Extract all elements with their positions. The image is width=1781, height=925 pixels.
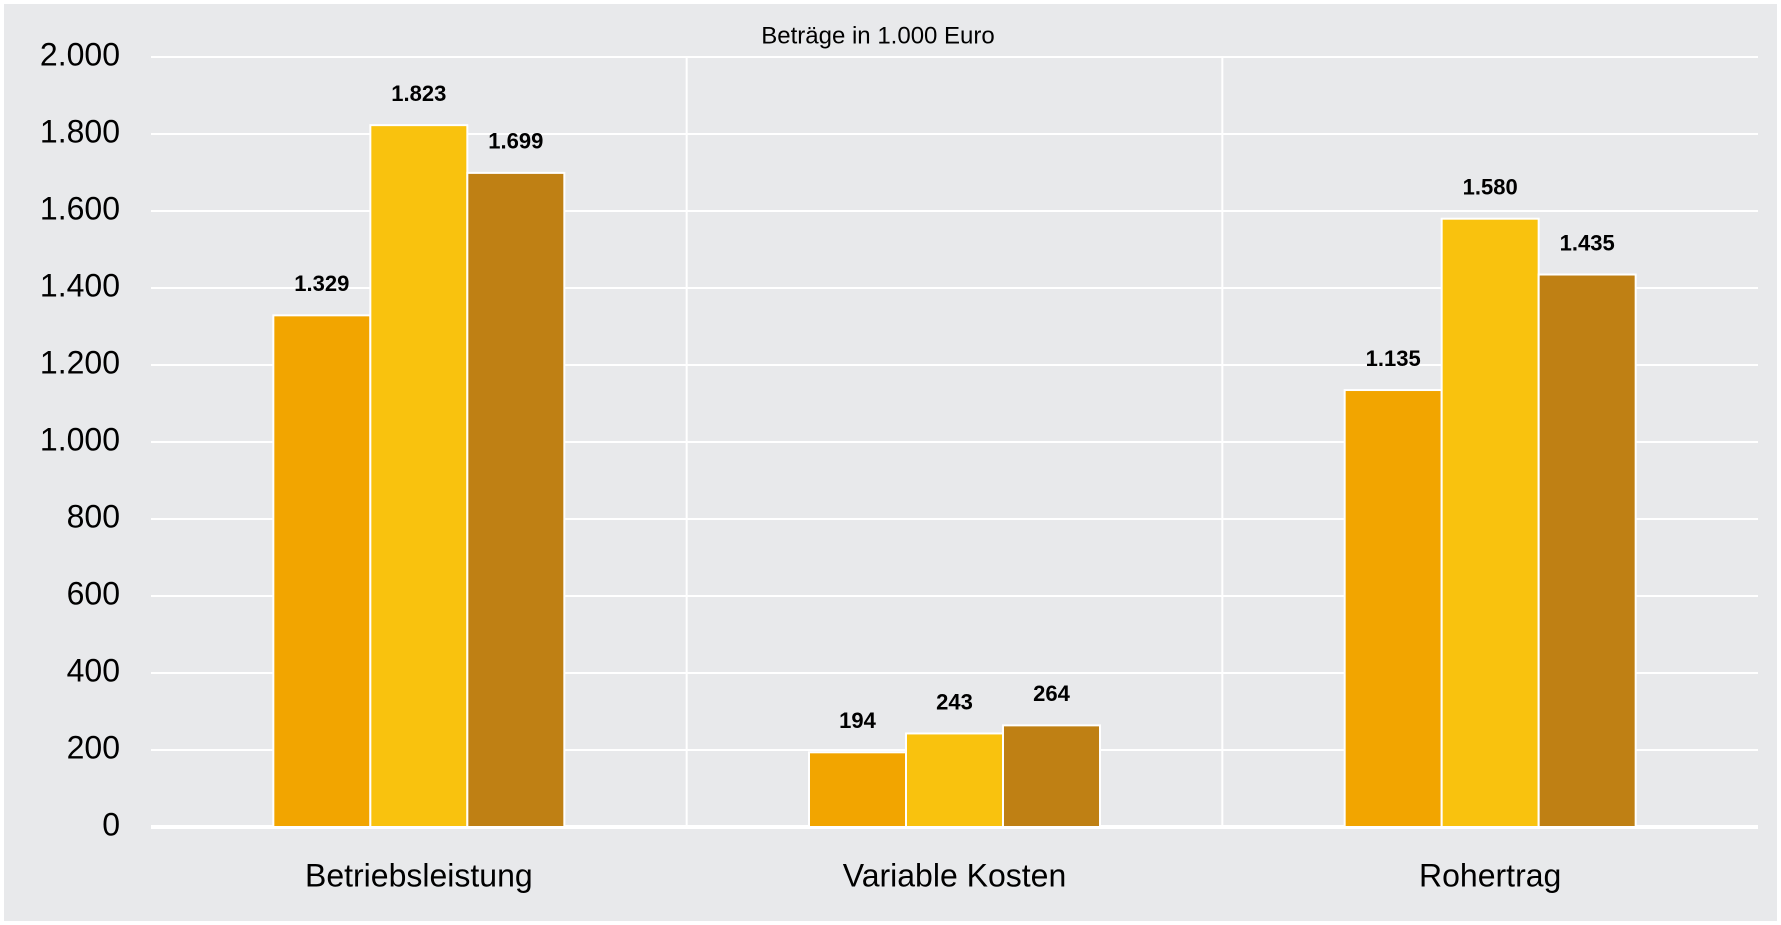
chart-title: Beträge in 1.000 Euro: [761, 22, 995, 49]
bar: [1343, 389, 1443, 828]
bar: [369, 124, 469, 828]
value-label: 243: [936, 689, 973, 714]
y-tick-label: 0: [102, 806, 120, 842]
y-tick-label: 800: [67, 498, 120, 534]
bar: [1002, 724, 1101, 828]
bar: [1440, 217, 1540, 828]
y-tick-label: 1.200: [40, 344, 120, 380]
y-tick-label: 1.800: [40, 113, 120, 149]
y-tick-label: 2.000: [40, 36, 120, 72]
y-tick-label: 1.000: [40, 421, 120, 457]
x-tick-label: Rohertrag: [1419, 857, 1561, 893]
value-label: 1.580: [1463, 175, 1518, 200]
bar: [808, 751, 907, 828]
y-tick-label: 600: [67, 575, 120, 611]
value-label: 1.699: [488, 129, 543, 154]
bar: [466, 171, 566, 828]
y-tick-label: 400: [67, 652, 120, 688]
y-tick-label: 1.600: [40, 190, 120, 226]
bar: [272, 314, 372, 828]
value-label: 1.135: [1366, 346, 1421, 371]
value-label: 1.329: [294, 271, 349, 296]
y-tick-label: 200: [67, 729, 120, 765]
x-tick-label: Variable Kosten: [843, 857, 1067, 893]
y-tick-label: 1.400: [40, 267, 120, 303]
x-tick-label: Betriebsleistung: [305, 857, 533, 893]
value-label: 1.435: [1560, 230, 1615, 255]
value-label: 264: [1033, 681, 1070, 706]
bar: [1537, 273, 1637, 828]
value-label: 1.823: [391, 81, 446, 106]
value-label: 194: [839, 708, 876, 733]
bar: [905, 732, 1004, 829]
